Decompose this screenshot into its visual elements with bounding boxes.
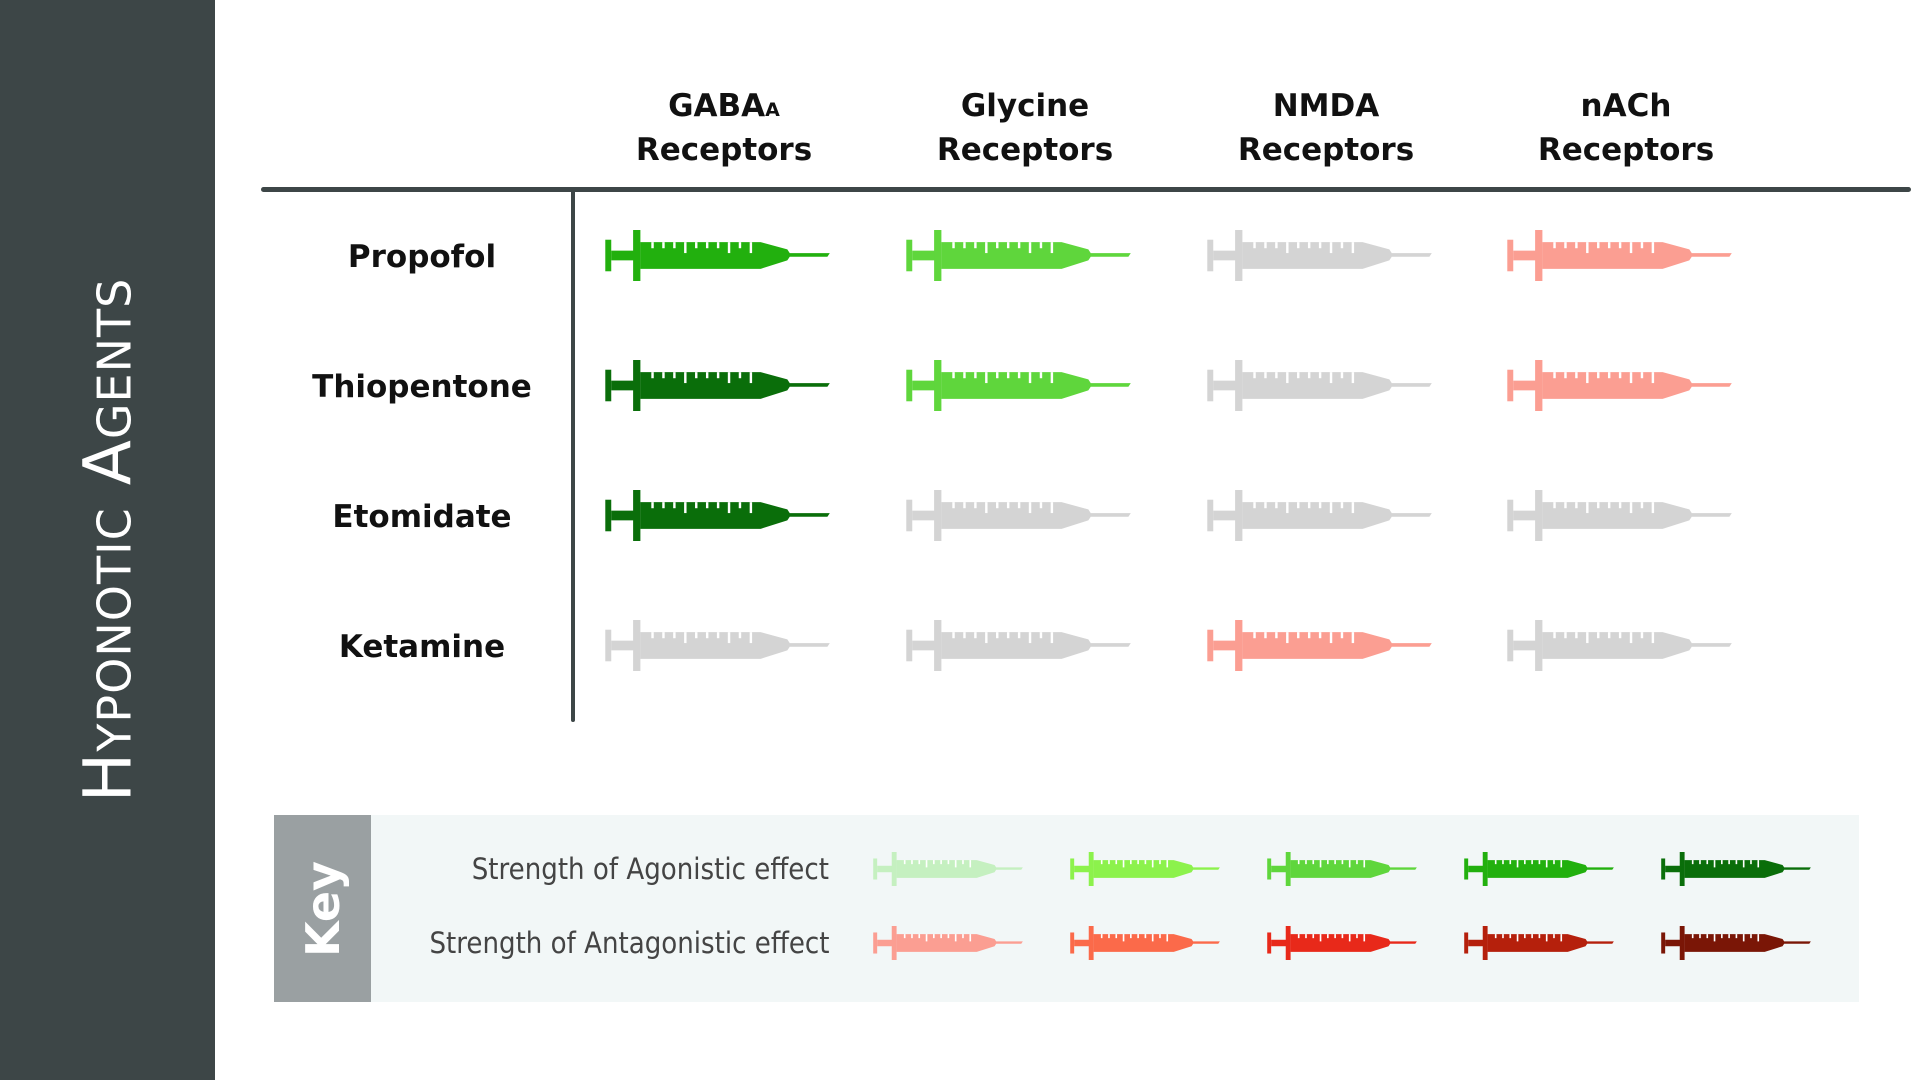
column-header-main: GABA [668,88,766,124]
syringe-icon [873,852,1023,886]
syringe-icon [1661,926,1811,960]
column-header: nACh Receptors [1496,86,1756,170]
column-header-main: NMDA [1272,88,1380,124]
syringe-icon [1070,852,1220,886]
column-header-line2: Receptors [936,132,1114,168]
column-header-subscript: A [765,99,780,121]
syringe-icon [1507,360,1732,411]
agent-name: Ketamine [338,629,506,665]
syringe-icon [1267,852,1417,886]
sidebar: Hyponotic Agents [0,0,215,1080]
syringe-icon [1207,620,1432,671]
agent-name: Propofol [347,239,497,275]
syringe-icon [1661,852,1811,886]
syringe-icon [873,926,1023,960]
syringe-icon [605,490,830,541]
antagonist-key-label: Strength of Antagonistic effect [428,926,829,960]
syringe-icon [1207,490,1432,541]
header-divider [261,187,1911,192]
syringe-icon [1507,620,1732,671]
page-title: Hyponotic Agents [69,277,147,803]
agent-name: Etomidate [332,499,512,535]
syringe-icon [1507,490,1732,541]
syringe-icon [1207,360,1432,411]
syringe-icon [906,490,1131,541]
column-header-main: nACh [1580,88,1672,124]
agonist-key-label: Strength of Agonistic effect [471,852,829,886]
syringe-icon [1464,852,1614,886]
syringe-icon [906,620,1131,671]
syringe-icon [906,360,1131,411]
key-legend: Key Strength of Agonistic effect Strengt… [274,815,1859,1002]
syringe-icon [1267,926,1417,960]
column-header-line2: Receptors [635,132,813,168]
column-header: Glycine Receptors [895,86,1155,170]
key-title: Key [295,860,350,957]
agent-name: Thiopentone [312,369,532,405]
column-header: NMDA Receptors [1196,86,1456,170]
column-header-line2: Receptors [1237,132,1415,168]
syringe-icon [1464,926,1614,960]
syringe-icon [906,230,1131,281]
syringe-icon [605,620,830,671]
key-tab: Key [274,815,371,1002]
syringe-icon [605,230,830,281]
syringe-icon [1070,926,1220,960]
column-header-line2: Receptors [1537,132,1715,168]
syringe-icon [605,360,830,411]
row-divider [571,190,575,722]
column-header: GABAA Receptors [594,86,854,170]
syringe-icon [1207,230,1432,281]
syringe-icon [1507,230,1732,281]
column-header-main: Glycine [960,88,1090,124]
